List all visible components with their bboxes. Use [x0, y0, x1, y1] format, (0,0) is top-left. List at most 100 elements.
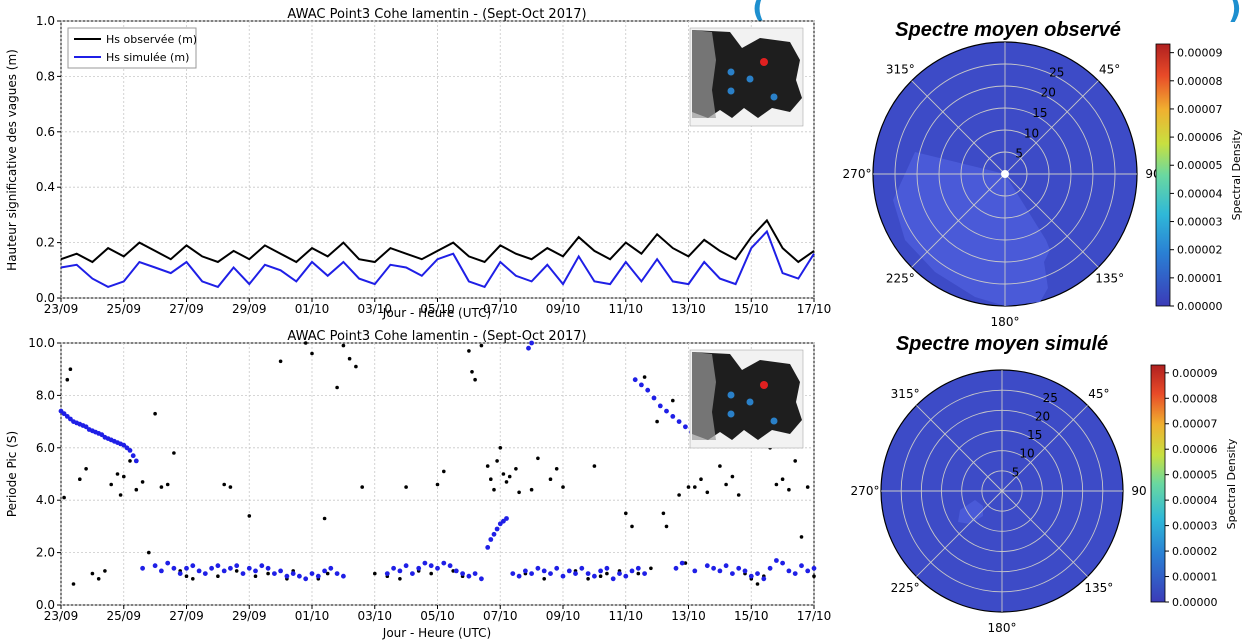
point-simulated [573, 571, 578, 576]
series-line-simulated [60, 229, 815, 289]
x-tick-label: 05/10 [420, 302, 455, 316]
point-simulated [529, 340, 534, 346]
colorbar-tick-label: 0.00002 [1177, 244, 1223, 257]
point-observed [699, 477, 703, 482]
point-simulated [516, 573, 522, 579]
polar-obs-title: Spectre moyen observé [895, 19, 1121, 41]
colorbar-tick-label: 0.00000 [1172, 596, 1218, 609]
angle-label: 270° [851, 484, 880, 498]
point-observed [592, 464, 597, 468]
x-tick-label: 07/10 [483, 302, 518, 316]
point-simulated [177, 571, 183, 576]
inset-map-bottom [689, 349, 804, 449]
colorbar-tick-label: 0.00009 [1172, 367, 1218, 380]
point-simulated [526, 345, 531, 351]
point-simulated [629, 568, 635, 574]
point-simulated [811, 565, 817, 571]
point-simulated [786, 568, 792, 574]
point-simulated [428, 563, 434, 569]
point-simulated [290, 571, 296, 576]
colorbar-sim [1150, 364, 1166, 603]
point-observed [780, 477, 785, 482]
polar-sim-title: Spectre moyen simulé [896, 333, 1108, 355]
legend-box [67, 27, 197, 69]
point-simulated [792, 571, 798, 576]
colorbar-tick-label: 0.00006 [1177, 131, 1223, 144]
point-observed [724, 482, 728, 487]
point-simulated [278, 568, 283, 574]
polar-observed: Spectre moyen observé 510 15 20 25 315° 45° 2… [843, 19, 1243, 329]
angle-label: 315° [891, 387, 920, 401]
point-observed [517, 490, 521, 495]
point-observed [354, 364, 358, 369]
polar-spoke [1001, 490, 1088, 577]
point-simulated [83, 424, 89, 430]
point-simulated [755, 571, 760, 576]
inset-marker [727, 68, 735, 76]
point-observed [253, 574, 258, 578]
x-tick-label: 13/10 [671, 609, 706, 623]
colorbar-sim-ticks: 0.00009 0.00008 0.00007 0.00006 0.00005 0.000… [1165, 367, 1218, 609]
hs-series [60, 218, 815, 289]
point-observed [793, 459, 797, 463]
y-tick-label: 0.2 [36, 236, 55, 250]
polar-spoke [911, 173, 1006, 268]
point-simulated [410, 571, 415, 576]
point-observed [159, 485, 164, 489]
point-observed [495, 459, 499, 463]
point-observed [191, 577, 195, 581]
header-fragment-right: ) [1228, 0, 1242, 26]
angle-label: 270° [843, 167, 872, 181]
point-simulated [315, 573, 321, 579]
x-tick-label: 15/10 [734, 609, 769, 623]
point-simulated [341, 573, 346, 579]
point-simulated [642, 571, 647, 576]
colorbar-tick-label: 0.00004 [1177, 187, 1223, 200]
point-simulated [704, 563, 710, 569]
point-simulated [639, 382, 644, 388]
point-observed [736, 493, 741, 497]
point-simulated [635, 565, 641, 571]
point-simulated [228, 565, 233, 571]
point-observed [649, 566, 653, 571]
point-simulated [253, 568, 258, 574]
point-simulated [673, 565, 679, 571]
colorbar-tick-label: 0.00007 [1177, 103, 1223, 116]
point-simulated [328, 565, 334, 571]
point-observed [103, 569, 107, 573]
polar-sim-angle-labels: 315° 45° 270° 90 225° 135° 180° [851, 387, 1147, 635]
point-observed [134, 487, 139, 492]
x-tick-label: 03/10 [357, 302, 392, 316]
polar-simulated: Spectre moyen simulé 5 10 15 20 25 315° 45° 27… [851, 333, 1238, 635]
point-simulated [717, 568, 723, 574]
y-tick-label: 2.0 [36, 546, 55, 560]
angle-label: 135° [1084, 581, 1113, 595]
angle-label: 225° [891, 581, 920, 595]
point-simulated [422, 560, 428, 566]
y-tick-label: 0.0 [36, 598, 55, 612]
point-observed [492, 487, 496, 492]
angle-label: 180° [988, 621, 1017, 635]
point-observed [153, 411, 157, 416]
point-simulated [523, 568, 528, 574]
point-observed [683, 561, 688, 565]
colorbar-tick-label: 0.00003 [1177, 216, 1223, 229]
x-tick-label: 27/09 [169, 302, 204, 316]
point-observed [489, 477, 493, 482]
point-observed [247, 514, 252, 518]
point-observed [435, 482, 440, 487]
inset-marker [770, 93, 778, 101]
polar-sim-radial-labels: 5 10 15 20 25 [1012, 391, 1058, 480]
hs-xlabel: Jour - Heure (UTC) [382, 306, 491, 320]
polar-spoke [1004, 173, 1099, 268]
colorbar-tick-label: 0.00006 [1172, 443, 1218, 456]
y-tick-label: 0.8 [36, 69, 55, 83]
point-observed [303, 341, 308, 345]
point-simulated [152, 563, 158, 569]
point-simulated [303, 576, 309, 582]
legend-label-observed: Hs observée (m) [106, 33, 197, 46]
point-observed [677, 493, 681, 497]
point-simulated [453, 568, 459, 574]
point-observed [118, 493, 123, 497]
radial-label: 25 [1043, 391, 1058, 405]
